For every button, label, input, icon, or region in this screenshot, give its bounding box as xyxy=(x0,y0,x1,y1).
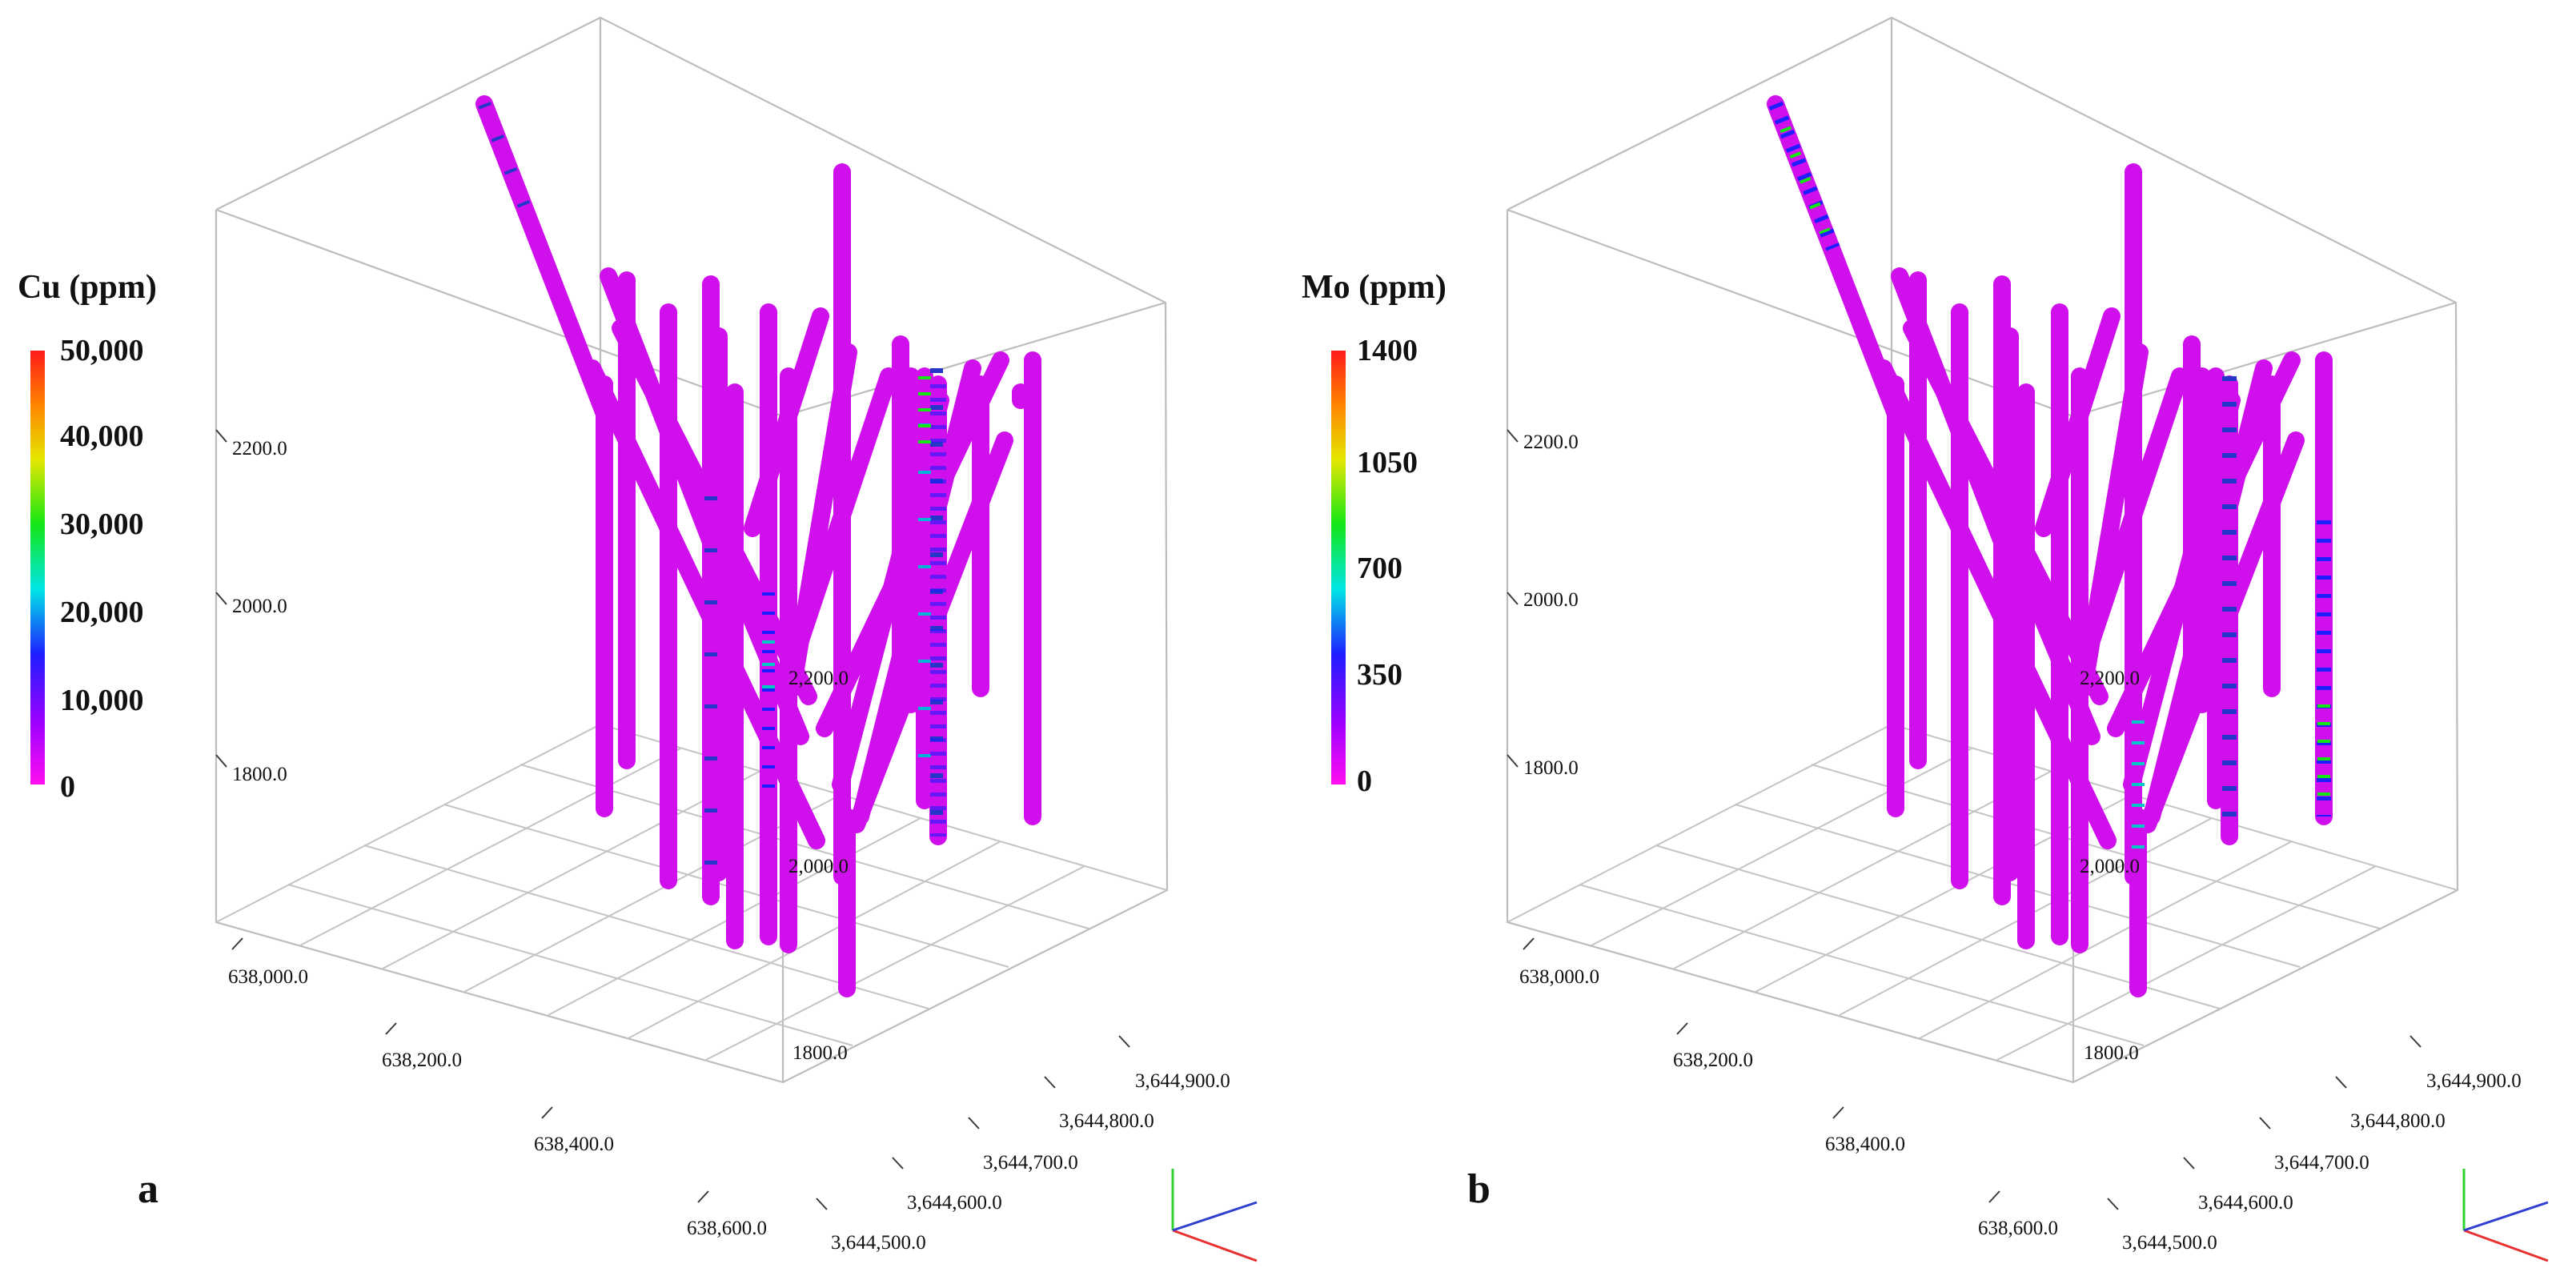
colorbar: Mo (ppm) 1400 1050 700 350 0 xyxy=(1302,269,1446,798)
easting-label: 638,200.0 xyxy=(382,1049,462,1071)
easting-label: 638,000.0 xyxy=(228,966,308,988)
panel-a: Cu (ppm) 50,000 40,000 30,000 20,000 10,… xyxy=(18,16,1258,1262)
axis-labels: 2200.0 2000.0 1800.0 2,200.0 2,000.0 180… xyxy=(228,438,1230,1254)
easting-label: 638,600.0 xyxy=(1978,1218,2058,1239)
inner-elevation-label: 2,000.0 xyxy=(2080,856,2140,877)
easting-label: 638,000.0 xyxy=(1519,966,1599,988)
panel-b: Mo (ppm) 1400 1050 700 350 0 2200.0 2000… xyxy=(1302,16,2549,1262)
inner-elevation-label: 2,000.0 xyxy=(788,856,849,877)
drillhole xyxy=(2035,307,2121,537)
easting-label: 638,400.0 xyxy=(534,1134,614,1155)
easting-label: 638,600.0 xyxy=(687,1218,767,1239)
elevation-label: 2200.0 xyxy=(1523,431,1579,453)
drillhole xyxy=(792,367,897,649)
inner-elevation-label: 2,200.0 xyxy=(788,668,849,689)
colorbar-tick: 350 xyxy=(1357,658,1402,692)
drillhole xyxy=(816,351,1009,737)
floor-grid xyxy=(1507,723,2458,1061)
colorbar-tick: 0 xyxy=(60,770,75,804)
axis-ticks xyxy=(215,429,1130,1210)
colorbar-tick: 40,000 xyxy=(60,419,144,453)
colorbar: Cu (ppm) 50,000 40,000 30,000 20,000 10,… xyxy=(18,269,157,804)
colorbar-tick: 50,000 xyxy=(60,334,144,367)
drillhole xyxy=(2107,351,2301,737)
easting-label: 638,200.0 xyxy=(1673,1049,1753,1071)
northing-label: 3,644,500.0 xyxy=(2122,1232,2217,1254)
elevation-label: 2000.0 xyxy=(1523,589,1579,611)
elevation-label: 2000.0 xyxy=(232,596,287,617)
colorbar-tick: 700 xyxy=(1357,552,1402,585)
drillhole xyxy=(2083,367,2189,649)
northing-label: 3,644,600.0 xyxy=(907,1192,1002,1214)
northing-label: 3,644,500.0 xyxy=(831,1232,926,1254)
northing-label: 3,644,900.0 xyxy=(1135,1070,1230,1092)
colorbar-tick: 30,000 xyxy=(60,508,144,541)
bounding-box xyxy=(1506,16,2459,1084)
inner-elevation-label: 1800.0 xyxy=(792,1042,848,1064)
elevation-label: 1800.0 xyxy=(232,764,287,785)
colorbar-ramp xyxy=(30,351,45,784)
northing-label: 3,644,800.0 xyxy=(1059,1110,1154,1132)
colorbar-tick: 0 xyxy=(1357,764,1372,798)
colorbar-title: Cu (ppm) xyxy=(18,269,157,306)
northing-label: 3,644,800.0 xyxy=(2350,1110,2446,1132)
colorbar-tick: 20,000 xyxy=(60,596,144,629)
northing-label: 3,644,700.0 xyxy=(2274,1152,2369,1174)
easting-label: 638,400.0 xyxy=(1825,1134,1905,1155)
drillhole xyxy=(1768,101,1840,251)
colorbar-ramp xyxy=(1331,351,1346,784)
drillhole xyxy=(1780,126,1831,235)
elevation-label: 1800.0 xyxy=(1523,757,1579,779)
orientation-triad xyxy=(1171,1169,1258,1262)
colorbar-tick: 1400 xyxy=(1357,334,1418,367)
colorbar-tick: 1050 xyxy=(1357,446,1418,479)
elevation-label: 2200.0 xyxy=(232,438,287,459)
panel-label: b xyxy=(1467,1166,1491,1212)
colorbar-title: Mo (ppm) xyxy=(1302,269,1446,306)
drillhole xyxy=(744,307,829,537)
northing-label: 3,644,700.0 xyxy=(983,1152,1078,1174)
drillholes xyxy=(475,95,1041,997)
axis-ticks xyxy=(1507,429,2422,1210)
drillholes xyxy=(1767,95,2333,997)
panel-label: a xyxy=(138,1166,158,1212)
inner-elevation-label: 2,200.0 xyxy=(2080,668,2140,689)
northing-label: 3,644,600.0 xyxy=(2198,1192,2293,1214)
inner-elevation-label: 1800.0 xyxy=(2084,1042,2139,1064)
orientation-triad xyxy=(2462,1169,2549,1262)
axis-labels: 2200.0 2000.0 1800.0 2,200.0 2,000.0 180… xyxy=(1519,431,2522,1254)
colorbar-tick: 10,000 xyxy=(60,684,144,717)
northing-label: 3,644,900.0 xyxy=(2426,1070,2522,1092)
